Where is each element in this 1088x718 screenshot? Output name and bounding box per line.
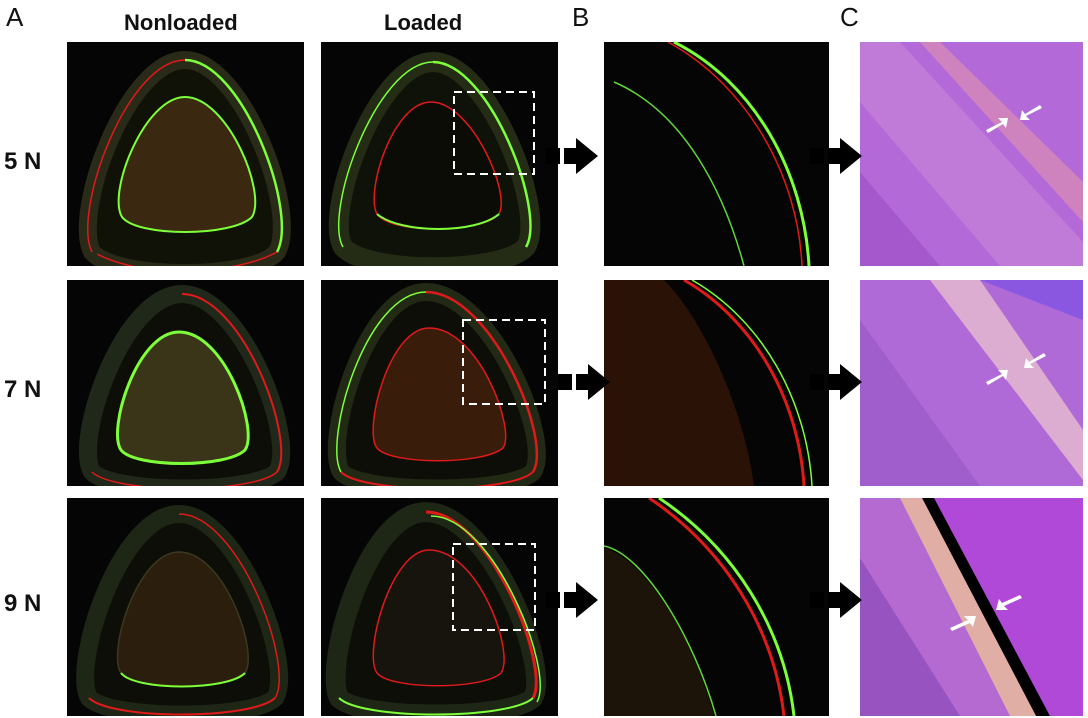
- histology-5n: [860, 42, 1083, 266]
- column-header-nonloaded: Nonloaded: [124, 10, 238, 35]
- micrograph-nonloaded-5n: [67, 42, 304, 266]
- micrograph-loaded-7n: [321, 280, 558, 486]
- arrow-right-icon: [546, 582, 598, 618]
- white-pointer-arrows-icon: [986, 353, 1046, 385]
- zoom-region-box: [452, 543, 536, 631]
- micrograph-zoom-7n: [604, 280, 829, 486]
- micrograph-loaded-5n: [321, 42, 558, 266]
- panel-label-b: B: [572, 2, 590, 32]
- row-label-5n: 5 N: [4, 148, 42, 175]
- micrograph-nonloaded-9n: [67, 498, 304, 716]
- panel-label-a: A: [6, 2, 24, 32]
- white-pointer-arrows-icon: [986, 105, 1042, 133]
- arrow-right-icon: [546, 138, 598, 174]
- micrograph-zoom-5n: [604, 42, 829, 266]
- zoom-region-box: [462, 319, 546, 405]
- row-label-7n: 7 N: [4, 376, 42, 403]
- arrow-right-icon: [810, 138, 862, 174]
- row-label-9n: 9 N: [4, 590, 42, 617]
- micrograph-zoom-9n: [604, 498, 829, 716]
- arrow-right-icon: [810, 364, 862, 400]
- arrow-right-icon: [810, 582, 862, 618]
- histology-9n: [860, 498, 1083, 716]
- panel-label-c: C: [840, 2, 859, 32]
- zoom-region-box: [453, 91, 535, 175]
- white-pointer-arrows-icon: [950, 595, 1022, 631]
- arrow-right-icon: [558, 364, 610, 400]
- micrograph-loaded-9n: [321, 498, 558, 716]
- histology-7n: [860, 280, 1083, 486]
- micrograph-nonloaded-7n: [67, 280, 304, 486]
- column-header-loaded: Loaded: [384, 10, 463, 35]
